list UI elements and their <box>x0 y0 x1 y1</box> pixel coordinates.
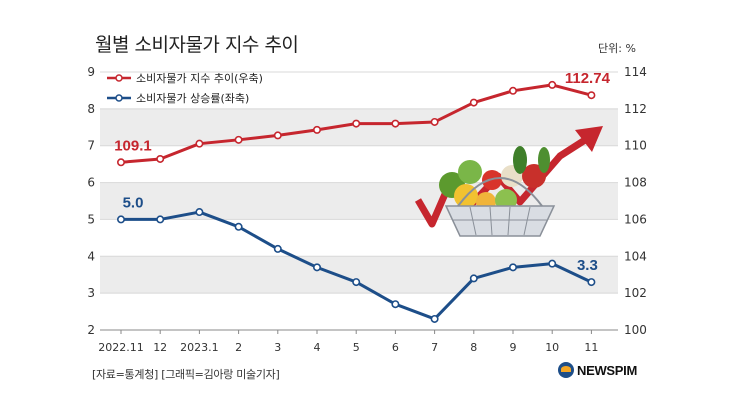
data-point <box>548 259 557 268</box>
chart-title: 월별 소비자물가 지수 추이 <box>95 34 299 56</box>
series: 109.1 112.74 5.0 3.3 <box>114 70 611 323</box>
data-point <box>508 263 517 272</box>
data-point <box>391 119 400 128</box>
x-tick-label: 11 <box>584 341 598 354</box>
vegetable-icon <box>538 147 550 173</box>
y-right-tick-label: 102 <box>624 286 647 300</box>
y-left-tick-label: 5 <box>87 212 95 226</box>
data-point <box>508 86 517 95</box>
x-tick-label: 5 <box>353 341 360 354</box>
arrow-head-icon <box>575 126 603 152</box>
source-note: [자료=통계청] [그래픽=김아랑 미술기자] <box>92 368 280 381</box>
x-tick-label: 2023.1 <box>180 341 219 354</box>
y-left-tick-label: 8 <box>87 102 95 116</box>
unit-label: 단위: % <box>598 42 636 55</box>
data-point <box>312 125 321 134</box>
data-point <box>430 117 439 126</box>
x-tick-label: 2022.11 <box>98 341 144 354</box>
basket-icon <box>444 205 556 237</box>
legend: 소비자물가 지수 추이(우축) 소비자물가 상승률(좌축) <box>107 72 263 105</box>
vegetable-icon <box>458 160 482 184</box>
data-point <box>352 119 361 128</box>
newspim-logo-icon <box>558 362 574 378</box>
y-right-tick-label: 110 <box>624 139 647 153</box>
data-point <box>156 215 165 224</box>
x-tick-label: 6 <box>392 341 399 354</box>
data-point <box>234 135 243 144</box>
x-tick-label: 10 <box>545 341 559 354</box>
y-left-tick-label: 3 <box>87 286 95 300</box>
data-point <box>273 131 282 140</box>
data-point <box>587 278 596 287</box>
y-right-tick-label: 100 <box>624 323 647 337</box>
y-right-tick-label: 106 <box>624 212 647 226</box>
y-left-tick-label: 9 <box>87 65 95 79</box>
brand-name: NEWSPIM <box>577 362 638 378</box>
brand-logo: NEWSPIM <box>558 362 637 378</box>
legend-label: 소비자물가 지수 추이(우축) <box>136 72 263 85</box>
y-left-tick-label: 2 <box>87 323 95 337</box>
fruit-icon <box>522 164 546 188</box>
data-point <box>469 274 478 283</box>
data-point <box>391 300 400 309</box>
rising-arrow-icon <box>414 137 587 228</box>
data-label-end: 3.3 <box>577 257 598 274</box>
x-tick-label: 7 <box>431 341 438 354</box>
grid-band <box>100 256 618 294</box>
vegetable-icon <box>513 146 527 174</box>
data-point <box>117 158 126 167</box>
data-point <box>469 98 478 107</box>
x-tick-label: 8 <box>470 341 477 354</box>
y-right-tick-label: 114 <box>624 65 647 79</box>
data-point <box>430 314 439 323</box>
data-point <box>587 91 596 100</box>
x-tick-label: 9 <box>510 341 517 354</box>
x-tick-label: 12 <box>153 341 167 354</box>
legend-swatch-marker <box>115 94 123 102</box>
x-tick-label: 4 <box>314 341 321 354</box>
x-tick-label: 2 <box>235 341 242 354</box>
data-label-start: 109.1 <box>114 137 152 154</box>
legend-swatch-marker <box>115 74 123 82</box>
y-left-tick-label: 4 <box>87 249 95 263</box>
data-point <box>195 139 204 148</box>
x-tick-label: 3 <box>274 341 281 354</box>
data-point <box>234 222 243 231</box>
data-label-start: 5.0 <box>123 194 144 211</box>
grid-band <box>100 108 618 146</box>
data-point <box>352 278 361 287</box>
data-point <box>156 154 165 163</box>
data-point <box>273 244 282 253</box>
y-right-tick-label: 108 <box>624 176 647 190</box>
legend-label: 소비자물가 상승률(좌축) <box>136 92 249 105</box>
data-point <box>312 263 321 272</box>
y-right-tick-label: 112 <box>624 102 647 116</box>
y-left-tick-label: 7 <box>87 139 95 153</box>
data-point <box>548 80 557 89</box>
data-point <box>195 208 204 217</box>
y-left-tick-label: 6 <box>87 176 95 190</box>
grocery-basket-illustration <box>414 126 603 237</box>
data-point <box>117 215 126 224</box>
y-right-tick-label: 104 <box>624 249 647 263</box>
data-label-end: 112.74 <box>565 70 611 87</box>
